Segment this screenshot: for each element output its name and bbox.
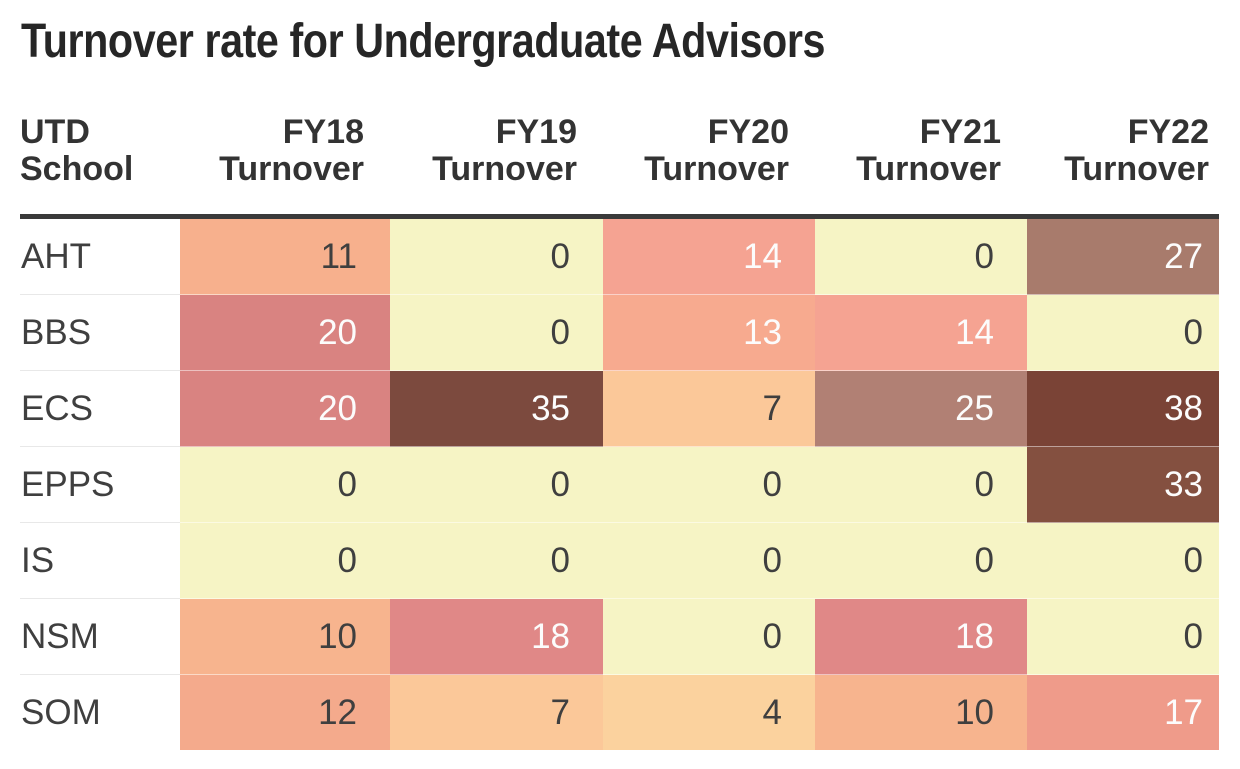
header-line: Turnover: [644, 150, 789, 188]
header-line: FY19: [495, 113, 577, 151]
heatmap-cell: 18: [815, 598, 1027, 675]
heatmap-cell: 12: [180, 674, 390, 750]
table-row-bbs: BBS 20 0 13 14 0: [20, 294, 1219, 371]
header-line: Turnover: [1064, 150, 1209, 188]
column-header-fy21: FY21 Turnover: [815, 70, 1027, 219]
header-line: FY20: [707, 113, 789, 151]
heatmap-cell: 0: [390, 294, 603, 371]
row-label: IS: [20, 522, 180, 599]
page-title: Turnover rate for Undergraduate Advisors: [21, 15, 825, 68]
table-row-is: IS 0 0 0 0 0: [20, 522, 1219, 599]
column-header-fy18: FY18 Turnover: [180, 70, 390, 219]
heatmap-cell: 0: [603, 446, 815, 523]
heatmap-cell: 18: [390, 598, 603, 675]
heatmap-cell: 20: [180, 370, 390, 447]
table-row-aht: AHT 11 0 14 0 27: [20, 216, 1219, 295]
heatmap-cell: 14: [815, 294, 1027, 371]
row-label: EPPS: [20, 446, 180, 523]
heatmap-cell: 0: [1027, 522, 1219, 599]
header-line: Turnover: [432, 150, 577, 188]
heatmap-cell: 0: [815, 446, 1027, 523]
row-label: NSM: [20, 598, 180, 675]
heatmap-cell: 27: [1027, 216, 1219, 295]
heatmap-cell: 33: [1027, 446, 1219, 523]
heatmap-cell: 0: [815, 216, 1027, 295]
heatmap-cell: 10: [180, 598, 390, 675]
heatmap-cell: 17: [1027, 674, 1219, 750]
heatmap-cell: 0: [603, 522, 815, 599]
heatmap-cell: 0: [390, 446, 603, 523]
header-line: UTD: [20, 113, 90, 151]
table-header: UTD School FY18 Turnover FY19 Turnover F…: [20, 70, 1219, 219]
column-header-fy22: FY22 Turnover: [1027, 70, 1219, 219]
header-line: Turnover: [856, 150, 1001, 188]
table-body: AHT 11 0 14 0 27 BBS 20 0 13 14 0 ECS 20…: [20, 216, 1219, 750]
heatmap-cell: 25: [815, 370, 1027, 447]
heatmap-cell: 10: [815, 674, 1027, 750]
row-label: ECS: [20, 370, 180, 447]
heatmap-cell: 7: [603, 370, 815, 447]
heatmap-cell: 4: [603, 674, 815, 750]
report-page: { "page": { "title": "Turnover rate for …: [0, 14, 1240, 769]
row-label: AHT: [20, 216, 180, 295]
heatmap-cell: 0: [1027, 294, 1219, 371]
heatmap-cell: 35: [390, 370, 603, 447]
header-line: FY18: [282, 113, 364, 151]
heatmap-cell: 13: [603, 294, 815, 371]
heatmap-cell: 11: [180, 216, 390, 295]
header-line: FY21: [919, 113, 1001, 151]
heatmap-cell: 0: [1027, 598, 1219, 675]
table-row-epps: EPPS 0 0 0 0 33: [20, 446, 1219, 523]
table-row-som: SOM 12 7 4 10 17: [20, 674, 1219, 750]
header-line: FY22: [1127, 113, 1209, 151]
heatmap-cell: 7: [390, 674, 603, 750]
heatmap-cell: 0: [815, 522, 1027, 599]
heatmap-cell: 0: [180, 446, 390, 523]
heatmap-cell: 0: [603, 598, 815, 675]
column-header-fy20: FY20 Turnover: [603, 70, 815, 219]
row-label: BBS: [20, 294, 180, 371]
header-line: School: [20, 150, 134, 188]
heatmap-cell: 0: [390, 216, 603, 295]
table-row-nsm: NSM 10 18 0 18 0: [20, 598, 1219, 675]
header-line: Turnover: [219, 150, 364, 188]
header-row: UTD School FY18 Turnover FY19 Turnover F…: [20, 70, 1219, 219]
heatmap-cell: 0: [390, 522, 603, 599]
heatmap-cell: 20: [180, 294, 390, 371]
row-label: SOM: [20, 674, 180, 750]
heatmap-cell: 0: [180, 522, 390, 599]
heatmap-cell: 14: [603, 216, 815, 295]
heatmap-cell: 38: [1027, 370, 1219, 447]
turnover-heatmap-table: UTD School FY18 Turnover FY19 Turnover F…: [20, 70, 1219, 750]
table-row-ecs: ECS 20 35 7 25 38: [20, 370, 1219, 447]
column-header-school: UTD School: [20, 70, 180, 219]
column-header-fy19: FY19 Turnover: [390, 70, 603, 219]
